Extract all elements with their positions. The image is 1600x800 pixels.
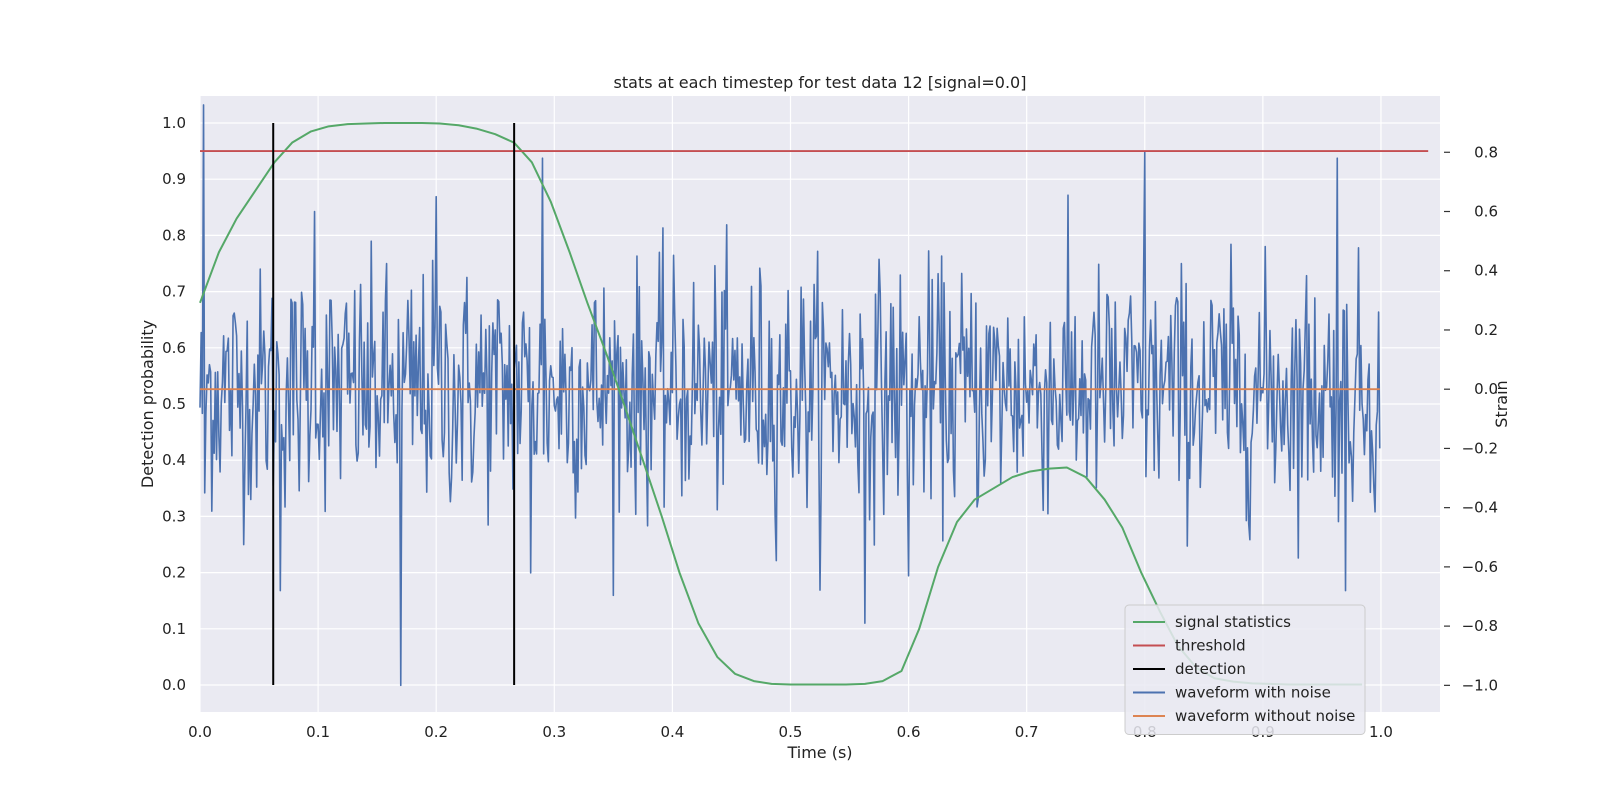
- y-right-tick-label: 0.6: [1474, 203, 1498, 221]
- x-tick-label: 0.0: [188, 723, 212, 741]
- legend-label: waveform without noise: [1175, 707, 1355, 725]
- legend: signal statistics threshold detection wavef…: [1124, 604, 1366, 735]
- y-left-tick-label: 0.1: [162, 620, 186, 638]
- y-left-tick-label: 0.8: [162, 226, 186, 244]
- y-axis-left-label: Detection probability: [138, 320, 157, 488]
- legend-label: signal statistics: [1175, 613, 1291, 631]
- x-tick-label: 1.0: [1369, 723, 1393, 741]
- y-axis-left: 0.0 0.1 0.2 0.3 0.4 0.5 0.6 0.7 0.8 0.9 1.0: [162, 114, 186, 694]
- legend-label: threshold: [1175, 637, 1246, 655]
- x-tick-label: 0.2: [424, 723, 448, 741]
- y-right-tick-label: 0.4: [1474, 262, 1498, 280]
- y-left-tick-label: 0.5: [162, 395, 186, 413]
- y-left-tick-label: 0.7: [162, 283, 186, 301]
- y-axis-right-label: Strain: [1492, 380, 1511, 427]
- y-right-tick-label: 0.0: [1474, 380, 1498, 398]
- y-axis-right: −1.0 −0.8 −0.6 −0.4 −0.2 0.0 0.2 0.4 0.6 0.8: [1444, 143, 1498, 694]
- x-tick-label: 0.6: [897, 723, 921, 741]
- y-left-tick-label: 0.3: [162, 507, 186, 525]
- legend-box: [1124, 604, 1366, 735]
- series-waveform-with-noise: [199, 104, 1381, 687]
- y-left-tick-label: 1.0: [162, 114, 186, 132]
- x-tick-label: 0.1: [306, 723, 330, 741]
- y-right-tick-label: −0.2: [1462, 439, 1498, 457]
- x-tick-label: 0.5: [779, 723, 803, 741]
- y-right-tick-label: −0.4: [1462, 499, 1498, 517]
- y-right-tick-label: 0.2: [1474, 321, 1498, 339]
- x-tick-label: 0.4: [660, 723, 684, 741]
- y-right-tick-label: −0.6: [1462, 558, 1498, 576]
- legend-label: waveform with noise: [1175, 684, 1331, 702]
- y-right-tick-label: 0.8: [1474, 143, 1498, 161]
- x-tick-label: 0.3: [542, 723, 566, 741]
- y-left-tick-label: 0.2: [162, 564, 186, 582]
- y-left-tick-label: 0.0: [162, 676, 186, 694]
- y-left-tick-label: 0.9: [162, 170, 186, 188]
- x-axis-label: Time (s): [786, 743, 852, 762]
- chart-title: stats at each timestep for test data 12 …: [614, 73, 1027, 92]
- y-left-tick-label: 0.4: [162, 451, 186, 469]
- x-tick-label: 0.7: [1015, 723, 1039, 741]
- y-right-tick-label: −1.0: [1462, 676, 1498, 694]
- y-left-tick-label: 0.6: [162, 339, 186, 357]
- legend-label: detection: [1175, 660, 1246, 678]
- y-right-tick-label: −0.8: [1462, 617, 1498, 635]
